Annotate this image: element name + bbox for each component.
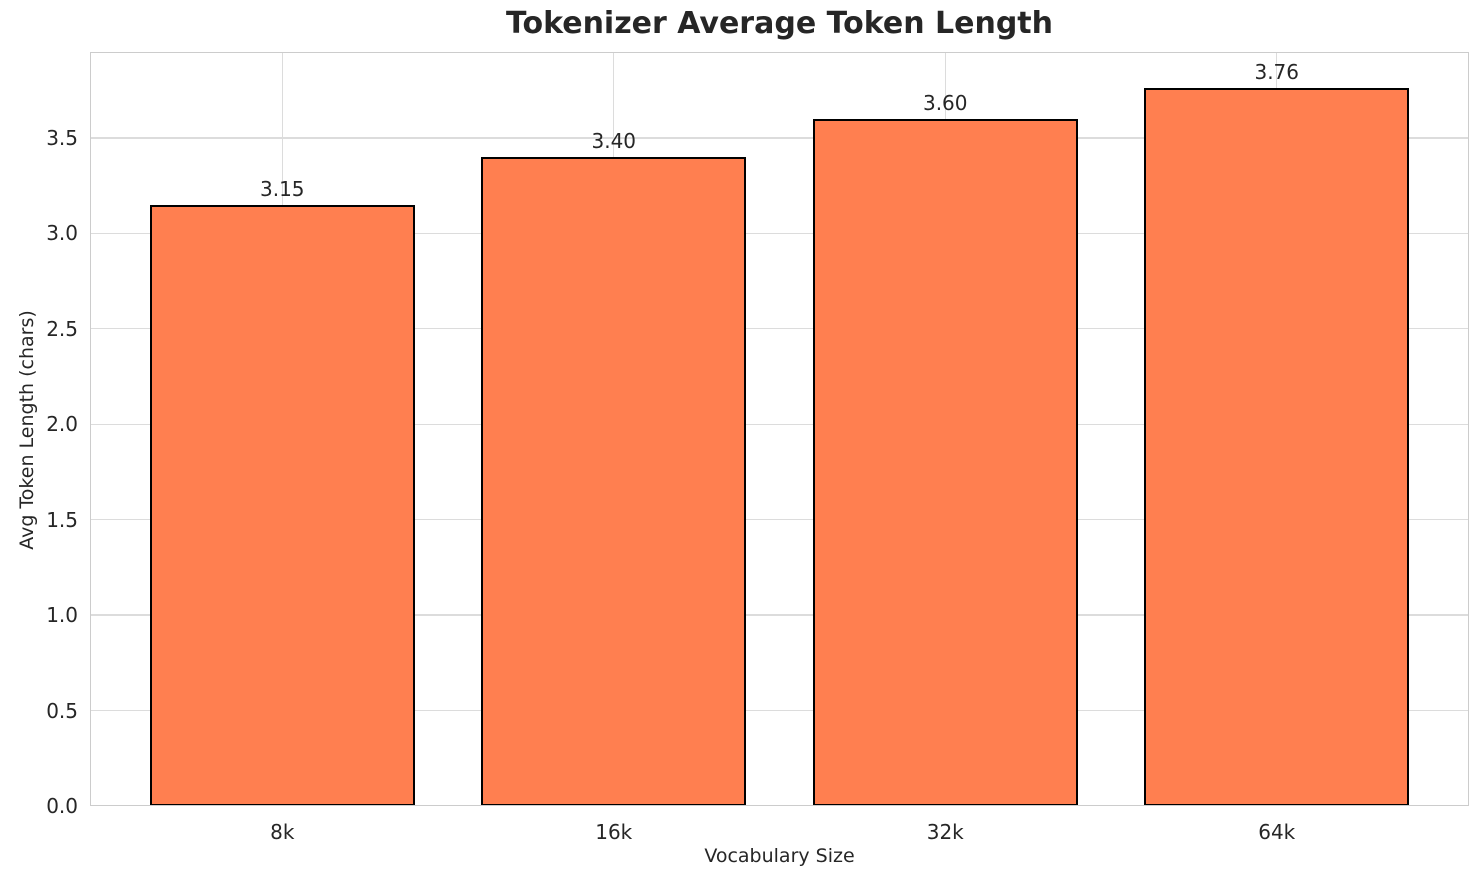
x-tick-label-16k: 16k <box>595 820 633 844</box>
bar-8k <box>149 204 415 806</box>
y-tick-label: 0.5 <box>46 698 78 723</box>
y-tick-label: 1.0 <box>46 603 78 628</box>
x-tick-label-8k: 8k <box>270 820 295 844</box>
x-tick-label-64k: 64k <box>1258 820 1296 844</box>
y-gridline <box>90 519 1469 521</box>
x-tick-label-32k: 32k <box>926 820 964 844</box>
x-axis-label: Vocabulary Size <box>704 845 855 867</box>
y-gridline <box>90 709 1469 712</box>
y-tick-label: 1.5 <box>46 507 78 532</box>
bar-16k <box>481 156 747 806</box>
bar-value-label: 3.40 <box>591 128 637 153</box>
plot-area: 3.15 3.40 3.60 3.76 <box>90 52 1469 806</box>
y-gridline <box>90 328 1469 330</box>
bar-64k <box>1144 88 1410 806</box>
y-gridline <box>90 232 1469 234</box>
y-tick-label: 2.5 <box>46 316 78 341</box>
y-tick-label: 3.5 <box>46 125 78 150</box>
bar-value-label: 3.76 <box>1254 60 1299 85</box>
y-gridline <box>90 137 1469 139</box>
y-tick-label: 2.0 <box>46 412 78 437</box>
y-tick-label: 3.0 <box>46 221 78 246</box>
y-tick-label: 0.0 <box>46 794 78 818</box>
chart-title: Tokenizer Average Token Length <box>505 6 1053 41</box>
bar-32k <box>812 118 1078 806</box>
y-gridline <box>90 614 1469 616</box>
bar-value-label: 3.15 <box>259 176 305 201</box>
bar-value-label: 3.60 <box>922 90 968 115</box>
y-gridline <box>90 423 1469 425</box>
